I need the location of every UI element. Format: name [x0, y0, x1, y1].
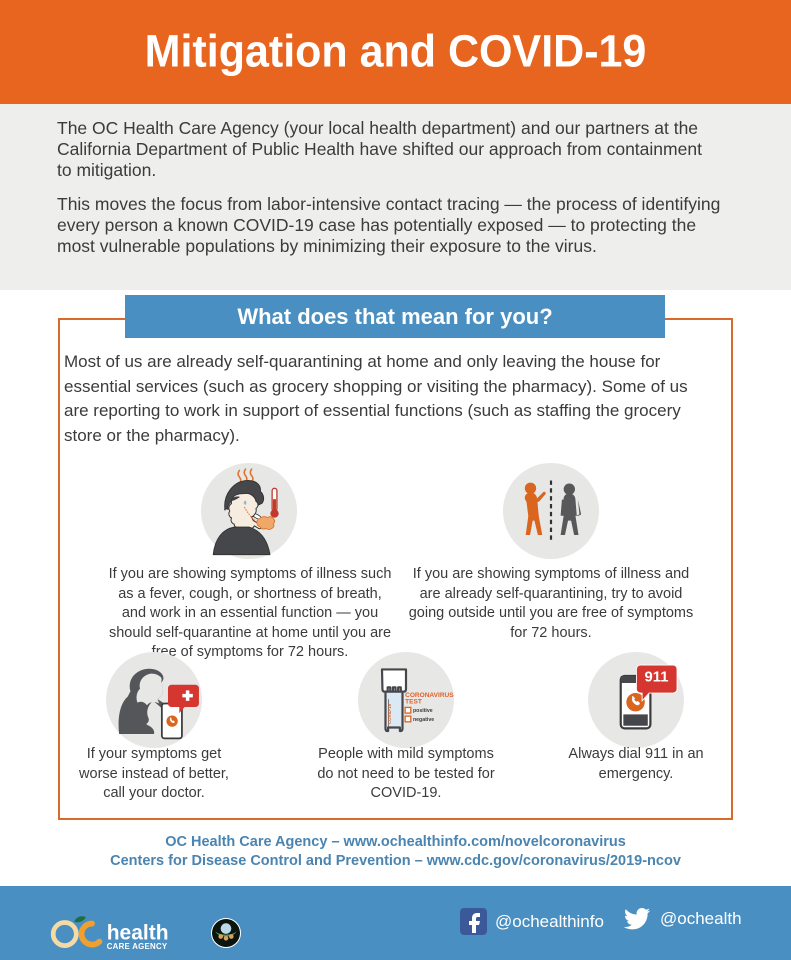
- svg-text:CARE AGENCY: CARE AGENCY: [107, 942, 168, 951]
- svg-text:TEST: TEST: [405, 698, 422, 705]
- svg-text:911: 911: [645, 670, 669, 686]
- svg-text:negative: negative: [413, 717, 434, 723]
- svg-text:CORONAVIRUS: CORONAVIRUS: [405, 692, 454, 699]
- svg-text:health: health: [107, 921, 169, 944]
- svg-text:COVID-19: COVID-19: [387, 703, 392, 724]
- svg-text:positive: positive: [413, 708, 433, 714]
